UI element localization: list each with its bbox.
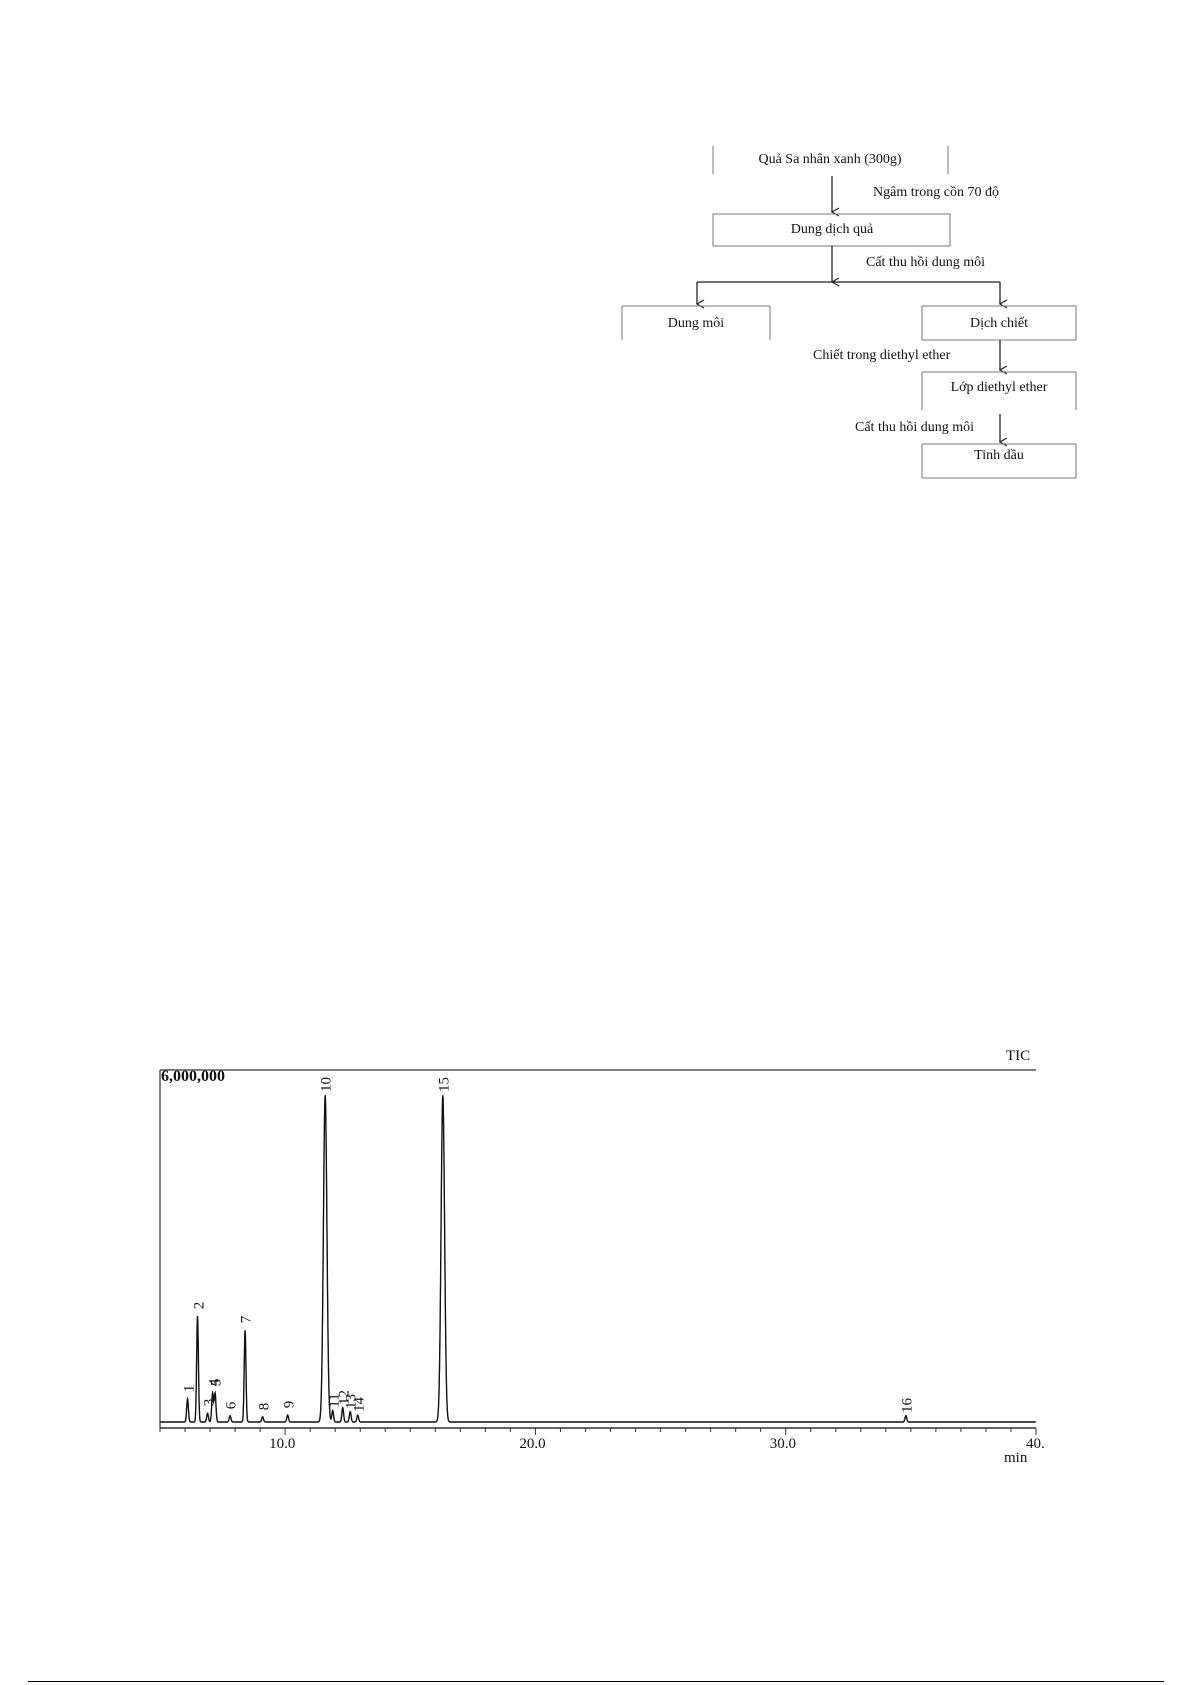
x-axis-label: min xyxy=(1004,1450,1028,1466)
peak-label-15: 15 xyxy=(436,1077,453,1093)
peak-label-5: 5 xyxy=(208,1379,225,1387)
x-tick-label: 20.0 xyxy=(519,1436,546,1452)
box-extract xyxy=(921,305,1077,341)
peak-label-16: 16 xyxy=(899,1397,916,1413)
edge-soak: Ngâm trong cồn 70 độ xyxy=(873,185,999,200)
node-ether-layer: Lớp diethyl ether xyxy=(950,380,1048,395)
page-footer-rule xyxy=(28,1681,1164,1683)
edge-extract-ether: Chiết trong diethyl ether xyxy=(813,348,951,363)
node-extract: Dịch chiết xyxy=(970,316,1028,331)
peak-label-2: 2 xyxy=(191,1301,208,1310)
chromatogram-plot xyxy=(159,1069,1037,1435)
y-max-label: 6,000,000 xyxy=(161,1068,225,1085)
extraction-flowchart: Quả Sa nhân xanh (300g) Ngâm trong cồn 7… xyxy=(0,0,1192,500)
edge-distill-1: Cất thu hồi dung môi xyxy=(866,255,985,270)
peak-label-7: 7 xyxy=(238,1316,255,1324)
peak-label-9: 9 xyxy=(281,1400,298,1409)
node-solvent: Dung môi xyxy=(667,316,725,331)
x-tick-label: 30.0 xyxy=(769,1436,796,1452)
peak-label-1: 1 xyxy=(181,1384,198,1393)
edge-distill-2: Cất thu hồi dung môi xyxy=(855,420,974,435)
peak-label-3: 3 xyxy=(201,1399,218,1407)
chart-title: TIC xyxy=(1006,1048,1031,1064)
peak-label-14: 14 xyxy=(351,1397,368,1413)
peak-label-10: 10 xyxy=(318,1077,335,1093)
tic-trace xyxy=(160,1095,1036,1423)
x-tick-label: 40. xyxy=(1026,1436,1045,1452)
node-fruit: Quả Sa nhân xanh (300g) xyxy=(758,152,902,167)
node-essential-oil: Tinh dầu xyxy=(974,448,1024,463)
peak-label-6: 6 xyxy=(223,1401,240,1409)
peak-label-8: 8 xyxy=(256,1402,273,1411)
node-fruit-solution: Dung dịch quả xyxy=(790,222,874,237)
flowchart-lines xyxy=(621,146,1077,479)
x-tick-label: 10.0 xyxy=(269,1436,296,1452)
